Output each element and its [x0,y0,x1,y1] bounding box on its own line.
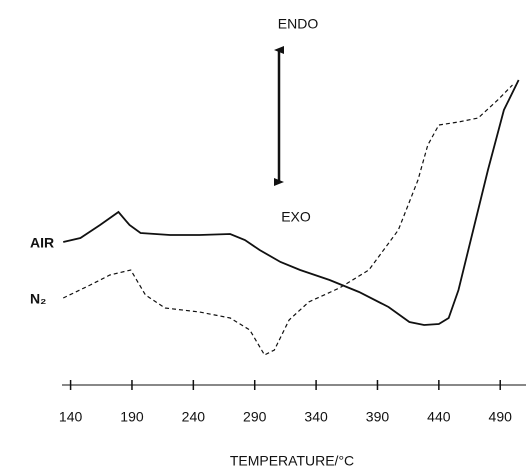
x-tick-label: 290 [243,409,267,425]
series-label: N₂ [30,291,46,307]
x-tick-label: 340 [304,409,328,425]
curve [62,84,513,356]
x-tick-label: 490 [489,409,513,425]
annotation: ENDO [278,16,319,32]
curve [63,79,520,326]
x-axis-label: TEMPERATURE/°C [230,453,354,469]
series-label: AIR [30,235,54,251]
annotation: EXO [281,209,311,225]
x-tick-label: 440 [427,409,451,425]
x-tick-label: 240 [182,409,206,425]
x-tick-label: 390 [366,409,390,425]
x-tick-label: 190 [120,409,144,425]
x-tick-label: 140 [59,409,83,425]
